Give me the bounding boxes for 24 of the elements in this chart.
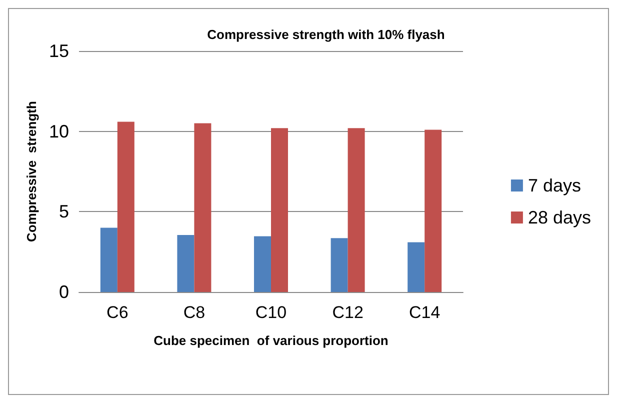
bar <box>194 123 212 292</box>
x-tick-label: C10 <box>255 303 287 322</box>
bar <box>177 234 194 292</box>
y-axis-title: Compressive strength <box>24 101 40 242</box>
x-tick-label: C12 <box>332 303 364 322</box>
legend-label: 7 days <box>528 176 582 196</box>
bar <box>117 122 134 292</box>
bar <box>100 228 118 292</box>
x-tick-label: C14 <box>409 303 440 322</box>
bar <box>330 238 348 292</box>
legend-label: 28 days <box>528 208 592 228</box>
bar <box>408 242 425 292</box>
bar <box>254 236 271 292</box>
bar <box>271 128 288 292</box>
x-tick-label: C6 <box>106 303 128 322</box>
y-tick-label: 10 <box>48 121 69 142</box>
y-tick-label: 5 <box>58 202 69 222</box>
x-axis-title: Cube specimen of various proportion <box>154 333 388 348</box>
bar <box>424 130 442 292</box>
y-tick-label: 15 <box>48 41 69 61</box>
x-tick-label: C8 <box>183 303 206 322</box>
bar <box>348 128 365 292</box>
y-tick-label: 0 <box>58 282 69 302</box>
chart-title: Compressive strength with 10% flyash <box>207 27 445 42</box>
